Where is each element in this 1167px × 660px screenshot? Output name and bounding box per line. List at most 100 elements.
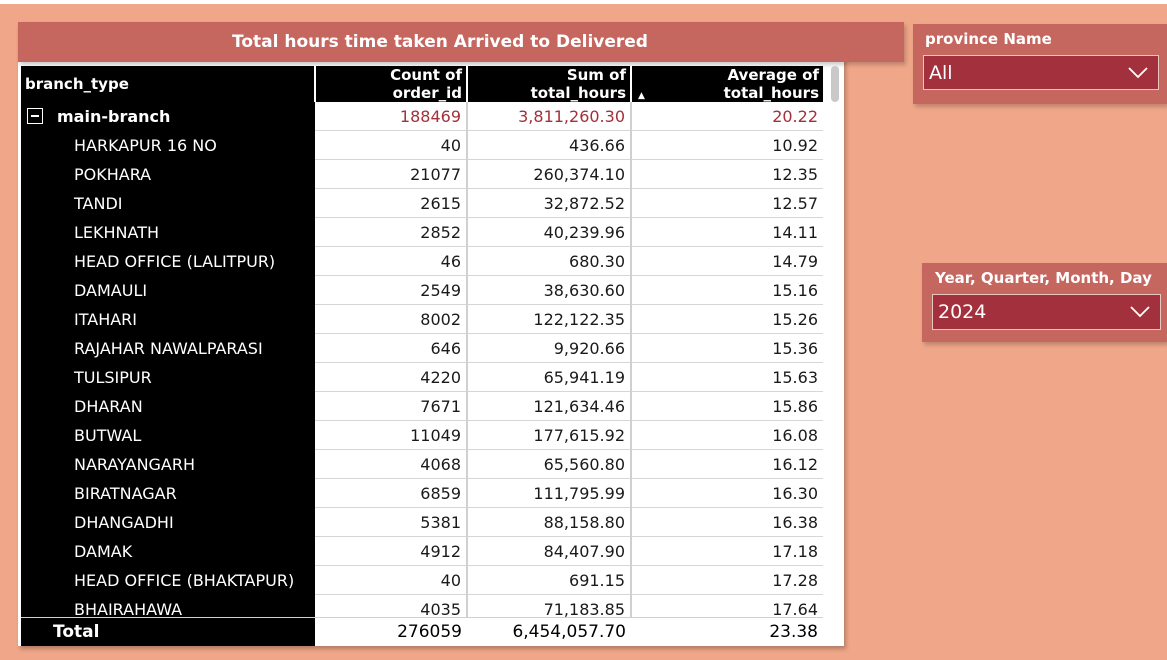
group-row-header[interactable]: main-branch bbox=[21, 102, 315, 131]
row-branch-name[interactable]: TULSIPUR bbox=[21, 362, 315, 392]
row-avg: 17.28 bbox=[631, 565, 823, 595]
table-row: POKHARA 21077 260,374.10 12.35 bbox=[21, 159, 823, 189]
column-header-branch-type[interactable]: branch_type bbox=[21, 66, 316, 102]
province-slicer-title: province Name bbox=[925, 30, 1052, 48]
row-avg: 16.08 bbox=[631, 420, 823, 450]
row-count: 2615 bbox=[315, 188, 468, 218]
table-row: ITAHARI 8002 122,122.35 15.26 bbox=[21, 304, 823, 334]
row-avg: 17.18 bbox=[631, 536, 823, 566]
row-avg: 12.35 bbox=[631, 159, 823, 189]
table-row: DHARAN 7671 121,634.46 15.86 bbox=[21, 391, 823, 421]
row-count: 646 bbox=[315, 333, 468, 363]
row-branch-name[interactable]: DAMAK bbox=[21, 536, 315, 566]
row-avg: 10.92 bbox=[631, 130, 823, 160]
header-row: branch_type Count of order_id Sum of tot… bbox=[21, 66, 823, 102]
row-branch-name[interactable]: ITAHARI bbox=[21, 304, 315, 334]
row-count: 7671 bbox=[315, 391, 468, 421]
row-branch-name[interactable]: HARKAPUR 16 NO bbox=[21, 130, 315, 160]
row-sum: 9,920.66 bbox=[467, 333, 632, 363]
table-row: BHAIRAHAWA 4035 71,183.85 17.64 bbox=[21, 594, 823, 624]
row-avg: 15.36 bbox=[631, 333, 823, 363]
province-dropdown-value: All bbox=[929, 61, 953, 84]
row-sum: 436.66 bbox=[467, 130, 632, 160]
row-avg: 14.79 bbox=[631, 246, 823, 276]
table-row: HEAD OFFICE (BHAKTAPUR) 40 691.15 17.28 bbox=[21, 565, 823, 595]
column-header-average[interactable]: Average of total_hours ▲ bbox=[631, 66, 823, 102]
row-sum: 38,630.60 bbox=[467, 275, 632, 305]
date-dropdown[interactable]: 2024 bbox=[932, 294, 1161, 330]
row-sum: 680.30 bbox=[467, 246, 632, 276]
row-branch-name[interactable]: NARAYANGARH bbox=[21, 449, 315, 479]
row-sum: 40,239.96 bbox=[467, 217, 632, 247]
group-avg: 20.22 bbox=[631, 102, 823, 131]
collapse-icon[interactable] bbox=[27, 108, 43, 124]
table-row: NARAYANGARH 4068 65,560.80 16.12 bbox=[21, 449, 823, 479]
chevron-down-icon bbox=[1128, 66, 1148, 78]
total-count: 276059 bbox=[397, 622, 462, 642]
province-dropdown[interactable]: All bbox=[923, 55, 1159, 90]
row-branch-name[interactable]: BIRATNAGAR bbox=[21, 478, 315, 508]
row-branch-name[interactable]: DHARAN bbox=[21, 391, 315, 421]
row-avg: 15.86 bbox=[631, 391, 823, 421]
table-row: TANDI 2615 32,872.52 12.57 bbox=[21, 188, 823, 218]
table-row: DAMAK 4912 84,407.90 17.18 bbox=[21, 536, 823, 566]
row-count: 5381 bbox=[315, 507, 468, 537]
row-avg: 15.26 bbox=[631, 304, 823, 334]
row-count: 21077 bbox=[315, 159, 468, 189]
row-sum: 65,941.19 bbox=[467, 362, 632, 392]
row-avg: 16.12 bbox=[631, 449, 823, 479]
table-row: LEKHNATH 2852 40,239.96 14.11 bbox=[21, 217, 823, 247]
total-sum: 6,454,057.70 bbox=[512, 622, 626, 642]
row-count: 8002 bbox=[315, 304, 468, 334]
vertical-scrollbar[interactable] bbox=[831, 66, 839, 102]
matrix-table: branch_type Count of order_id Sum of tot… bbox=[21, 66, 823, 624]
matrix-grid: branch_type Count of order_id Sum of tot… bbox=[21, 66, 823, 644]
row-branch-name[interactable]: HEAD OFFICE (LALITPUR) bbox=[21, 246, 315, 276]
province-slicer: province Name All bbox=[913, 24, 1167, 104]
row-sum: 84,407.90 bbox=[467, 536, 632, 566]
row-count: 2549 bbox=[315, 275, 468, 305]
column-header-sum[interactable]: Sum of total_hours bbox=[467, 66, 632, 102]
row-branch-name[interactable]: DAMAULI bbox=[21, 275, 315, 305]
visual-title-text: Total hours time taken Arrived to Delive… bbox=[232, 32, 648, 52]
row-branch-name[interactable]: POKHARA bbox=[21, 159, 315, 189]
row-count: 40 bbox=[315, 565, 468, 595]
date-slicer-title: Year, Quarter, Month, Day bbox=[935, 269, 1152, 287]
row-sum: 260,374.10 bbox=[467, 159, 632, 189]
row-sum: 122,122.35 bbox=[467, 304, 632, 334]
row-count: 2852 bbox=[315, 217, 468, 247]
row-branch-name[interactable]: TANDI bbox=[21, 188, 315, 218]
column-header-average-label: Average of total_hours bbox=[723, 66, 819, 102]
row-branch-name[interactable]: BUTWAL bbox=[21, 420, 315, 450]
table-row: DAMAULI 2549 38,630.60 15.16 bbox=[21, 275, 823, 305]
table-row: RAJAHAR NAWALPARASI 646 9,920.66 15.36 bbox=[21, 333, 823, 363]
date-dropdown-value: 2024 bbox=[938, 301, 987, 323]
row-sum: 88,158.80 bbox=[467, 507, 632, 537]
sort-descending-icon: ▲ bbox=[638, 91, 645, 101]
table-row: DHANGADHI 5381 88,158.80 16.38 bbox=[21, 507, 823, 537]
row-sum: 65,560.80 bbox=[467, 449, 632, 479]
row-count: 4220 bbox=[315, 362, 468, 392]
row-branch-name[interactable]: RAJAHAR NAWALPARASI bbox=[21, 333, 315, 363]
row-branch-name[interactable]: LEKHNATH bbox=[21, 217, 315, 247]
column-header-count[interactable]: Count of order_id bbox=[315, 66, 468, 102]
chevron-down-icon bbox=[1130, 306, 1150, 318]
table-row: TULSIPUR 4220 65,941.19 15.63 bbox=[21, 362, 823, 392]
table-row: BIRATNAGAR 6859 111,795.99 16.30 bbox=[21, 478, 823, 508]
row-branch-name[interactable]: HEAD OFFICE (BHAKTAPUR) bbox=[21, 565, 315, 595]
date-slicer: Year, Quarter, Month, Day 2024 bbox=[922, 263, 1167, 342]
table-row: HEAD OFFICE (LALITPUR) 46 680.30 14.79 bbox=[21, 246, 823, 276]
row-count: 40 bbox=[315, 130, 468, 160]
row-count: 4912 bbox=[315, 536, 468, 566]
table-row: BUTWAL 11049 177,615.92 16.08 bbox=[21, 420, 823, 450]
row-sum: 121,634.46 bbox=[467, 391, 632, 421]
row-sum: 177,615.92 bbox=[467, 420, 632, 450]
row-avg: 15.16 bbox=[631, 275, 823, 305]
row-sum: 691.15 bbox=[467, 565, 632, 595]
visual-title: Total hours time taken Arrived to Delive… bbox=[18, 22, 904, 62]
row-branch-name[interactable]: DHANGADHI bbox=[21, 507, 315, 537]
row-avg: 14.11 bbox=[631, 217, 823, 247]
row-sum: 32,872.52 bbox=[467, 188, 632, 218]
table-row: HARKAPUR 16 NO 40 436.66 10.92 bbox=[21, 130, 823, 160]
group-sum: 3,811,260.30 bbox=[467, 102, 632, 131]
